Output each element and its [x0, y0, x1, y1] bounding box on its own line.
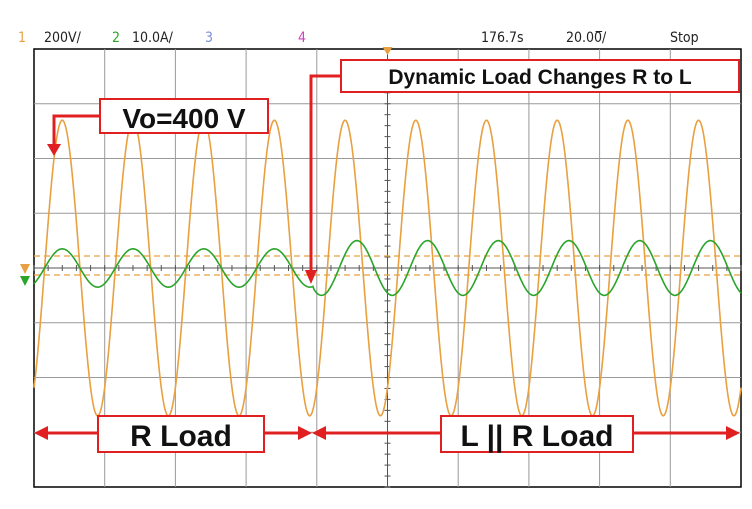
- timebase: 20.00̅/: [566, 30, 607, 46]
- ch4-number: 4: [298, 30, 306, 46]
- lr-load-label-box: [440, 415, 634, 453]
- vo-label: Vo=400 V: [122, 103, 246, 134]
- ch2-scale: 10.0A/: [132, 30, 174, 46]
- time-position: 176.7s: [481, 30, 524, 46]
- vo-arrow: [52, 114, 100, 148]
- r-load-arrowhead-left: [34, 426, 48, 440]
- ch2-ground-marker: [20, 276, 30, 286]
- transition-arrow: [309, 74, 341, 272]
- lr-load-arrowhead-left: [312, 426, 326, 440]
- r-load-arrowhead-right: [298, 426, 312, 440]
- voltage-trace: [33, 119, 742, 417]
- r-load-label-box: [97, 415, 265, 453]
- annotations: Vo=400 V Dynamic Load Changes R to L R L…: [34, 59, 740, 453]
- trigger-marker: [382, 47, 393, 55]
- vo-arrowhead: [47, 144, 61, 156]
- lr-load-arrowhead-right: [726, 426, 740, 440]
- channel-markers: [20, 47, 393, 286]
- waveform-traces: [33, 119, 742, 417]
- ch1-ground-marker: [20, 264, 30, 274]
- current-trace: [33, 239, 742, 297]
- r-load-label: R Load: [130, 420, 232, 453]
- lr-load-label: L || R Load: [461, 420, 614, 453]
- transition-label: Dynamic Load Changes R to L: [388, 66, 692, 89]
- run-state: Stop: [670, 30, 699, 46]
- status-bar: 1 200V/ 2 10.0A/ 3 4 176.7s 20.00̅/ Stop: [18, 30, 699, 46]
- ch1-scale: 200V/: [44, 30, 82, 46]
- ch2-number: 2: [112, 30, 120, 46]
- transition-arrowhead: [305, 270, 317, 284]
- ch1-number: 1: [18, 30, 26, 46]
- ch3-number: 3: [205, 30, 213, 46]
